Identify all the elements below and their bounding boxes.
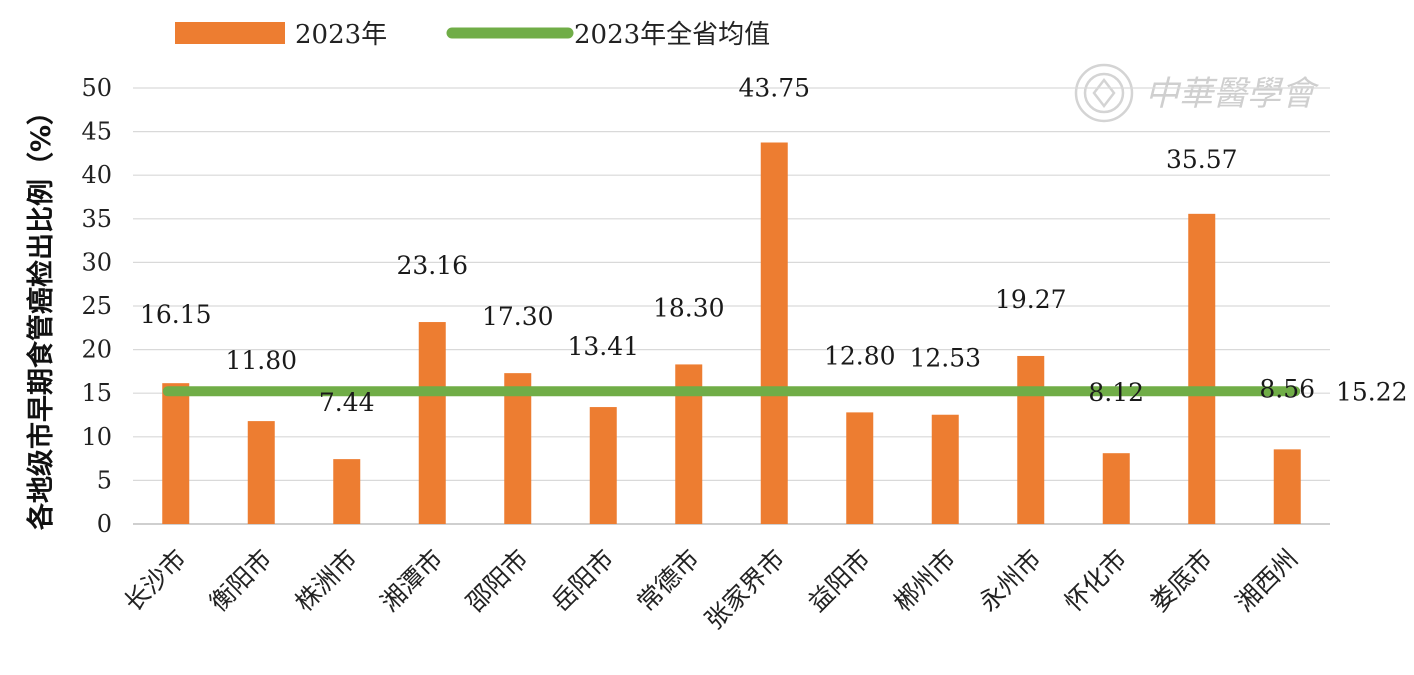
y-tick-label: 0 <box>97 510 112 538</box>
legend-label-line: 2023年全省均值 <box>574 20 770 50</box>
y-tick-label: 10 <box>81 423 112 451</box>
y-tick-label: 40 <box>81 161 112 189</box>
bar-data-label: 16.15 <box>140 300 212 329</box>
bar <box>1017 355 1045 524</box>
bar-data-label: 12.53 <box>909 344 981 373</box>
y-tick-label: 25 <box>81 292 112 320</box>
bar-data-label: 7.44 <box>319 388 375 417</box>
bar <box>760 142 788 524</box>
bar-data-label: 19.27 <box>995 285 1067 314</box>
bar <box>247 421 275 524</box>
bar <box>931 414 959 524</box>
x-tick-label: 永州市 <box>973 544 1047 618</box>
x-tick-label: 怀化市 <box>1059 544 1133 618</box>
legend: 2023年 2023年全省均值 <box>175 20 770 50</box>
bar-data-label: 35.57 <box>1166 145 1238 174</box>
average-line-label: 15.22 <box>1336 377 1408 406</box>
bar <box>1188 213 1216 525</box>
bar-data-label: 17.30 <box>482 302 554 331</box>
bar-data-label: 23.16 <box>396 251 468 280</box>
x-tick-label: 常德市 <box>631 544 705 618</box>
x-tick-label: 衡阳市 <box>204 544 278 618</box>
y-tick-label: 30 <box>81 248 112 276</box>
bar <box>162 383 190 524</box>
x-tick-label: 郴州市 <box>888 544 962 618</box>
bar <box>418 322 446 524</box>
grid <box>133 87 1330 525</box>
y-tick-label: 20 <box>81 336 112 364</box>
watermark: 中華醫學會 <box>1074 63 1320 123</box>
x-tick-label: 湘潭市 <box>375 544 449 618</box>
y-tick-label: 45 <box>81 118 112 146</box>
watermark-text: 中華醫學會 <box>1145 74 1320 114</box>
x-tick-label: 娄底市 <box>1144 544 1218 618</box>
x-tick-label: 岳阳市 <box>546 544 620 618</box>
bar <box>589 407 617 524</box>
bar-data-label: 12.80 <box>824 341 896 370</box>
y-ticks: 0 5 10 15 20 25 30 35 40 45 50 <box>81 74 112 538</box>
bar-data-label: 8.56 <box>1259 374 1315 403</box>
bar-data-label: 11.80 <box>225 346 297 375</box>
legend-swatch-bar <box>175 22 285 44</box>
bar <box>1102 453 1130 524</box>
x-tick-label: 益阳市 <box>802 544 876 618</box>
society-seal-icon <box>1074 63 1134 123</box>
bar-data-label: 13.41 <box>567 332 639 361</box>
bar <box>1273 449 1301 524</box>
legend-label-bar: 2023年 <box>295 20 387 50</box>
bar <box>846 412 874 524</box>
bar-data-label: 8.12 <box>1088 378 1144 407</box>
y-axis-title: 各地级市早期食管癌检出比例（%） <box>25 98 57 531</box>
bars <box>162 142 1301 525</box>
bar-data-label: 43.75 <box>738 74 810 103</box>
y-tick-label: 35 <box>81 205 112 233</box>
x-tick-label: 湘西州 <box>1230 544 1304 618</box>
average-line-group: 15.22 <box>162 377 1408 406</box>
y-tick-label: 15 <box>81 379 112 407</box>
x-tick-label: 长沙市 <box>118 544 192 618</box>
x-tick-label: 邵阳市 <box>460 544 534 618</box>
y-tick-label: 50 <box>81 74 112 102</box>
bar-data-label: 18.30 <box>653 293 725 322</box>
data-labels: 16.15 11.80 7.44 23.16 17.30 13.41 18.30 43.75 1… <box>140 74 1315 418</box>
bar <box>333 459 361 524</box>
y-tick-label: 5 <box>97 466 112 494</box>
x-tick-label: 张家界市 <box>699 544 790 635</box>
bar <box>504 373 532 524</box>
x-tick-label: 株洲市 <box>289 544 363 618</box>
